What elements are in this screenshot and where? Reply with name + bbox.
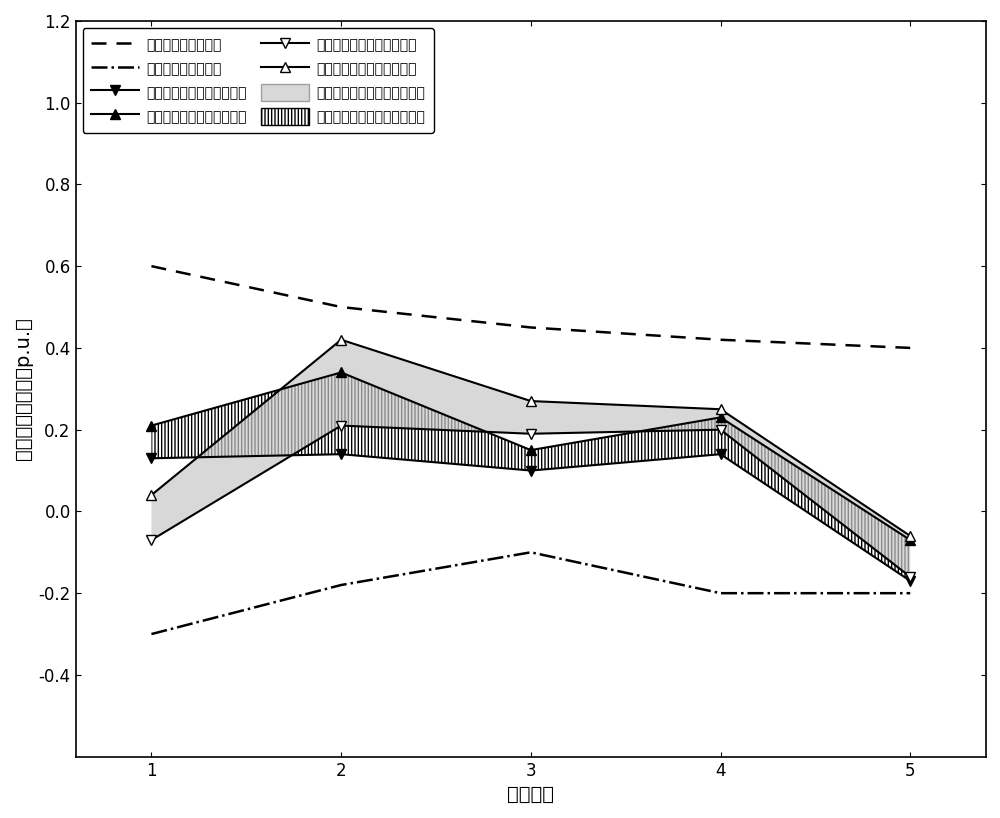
X-axis label: 节点编号: 节点编号 [507,785,554,804]
Legend: 发电机无功出力上限, 发电机无功出力下限, 机会约束规划方法区间下界, 机会约束规划方法区间上界, 区间无功优化方法区间下界, 区间无功优化方法区间上界, 区间: 发电机无功出力上限, 发电机无功出力下限, 机会约束规划方法区间下界, 机会约束… [83,28,434,133]
Y-axis label: 发电机无功出力（p.u.）: 发电机无功出力（p.u.） [14,317,33,461]
